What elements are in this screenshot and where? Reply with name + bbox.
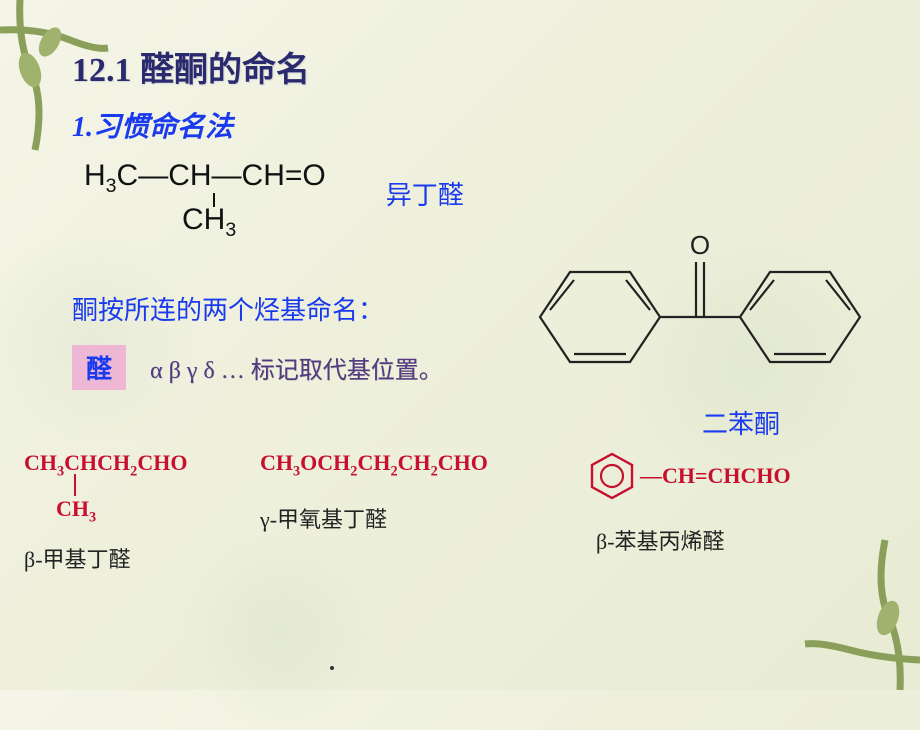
benzophenone-label: 二苯酮 xyxy=(702,404,780,441)
example-1-name: β-甲基丁醛 xyxy=(24,542,234,574)
greek-position-rule: α β γ δ … 标记取代基位置。 xyxy=(150,350,443,385)
example-1-formula: CH3CHCH2CHO CH3 xyxy=(24,450,234,480)
example-2-formula: CH3OCH2CH2CH2CHO xyxy=(260,450,560,480)
example-3-name: β-苯基丙烯醛 xyxy=(596,524,896,556)
examples-row: CH3CHCH2CHO CH3 β-甲基丁醛 CH3OCH2CH2CH2CHO … xyxy=(24,450,896,574)
isobutyraldehyde-structure: H3C—CH—CH=O CH3 xyxy=(72,159,326,198)
isobutyraldehyde-label: 异丁醛 xyxy=(386,175,464,212)
slide-title: 12.1 醛酮的命名 xyxy=(72,42,884,91)
aldehyde-box-label: 醛 xyxy=(72,345,126,390)
section-heading: 1.习惯命名法 xyxy=(72,105,884,145)
example-3-formula: —CH=CHCHO xyxy=(640,463,791,489)
benzophenone-structure: O xyxy=(500,232,900,402)
example-2-name: γ-甲氧基丁醛 xyxy=(260,502,560,534)
footer-dot xyxy=(330,666,334,670)
benzene-ring-icon xyxy=(586,450,638,502)
svg-text:O: O xyxy=(690,232,710,260)
